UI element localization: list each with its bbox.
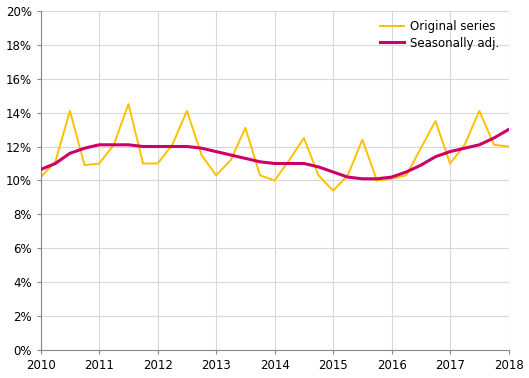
Seasonally adj. — [227, 153, 234, 157]
Seasonally adj. — [300, 161, 307, 166]
Line: Seasonally adj.: Seasonally adj. — [41, 130, 508, 179]
Original series — [38, 175, 44, 179]
Seasonally adj. — [418, 163, 424, 167]
Original series — [461, 143, 468, 147]
Seasonally adj. — [286, 161, 293, 166]
Original series — [359, 138, 366, 142]
Original series — [418, 146, 424, 150]
Seasonally adj. — [184, 144, 190, 149]
Original series — [374, 178, 380, 183]
Seasonally adj. — [213, 149, 220, 154]
Original series — [432, 119, 439, 123]
Original series — [505, 144, 512, 149]
Original series — [242, 125, 249, 130]
Original series — [67, 108, 73, 113]
Original series — [476, 108, 482, 113]
Line: Original series: Original series — [41, 104, 508, 191]
Seasonally adj. — [388, 175, 395, 179]
Seasonally adj. — [374, 177, 380, 181]
Original series — [52, 160, 59, 164]
Original series — [96, 161, 103, 166]
Seasonally adj. — [81, 146, 88, 150]
Original series — [271, 178, 278, 183]
Seasonally adj. — [111, 143, 117, 147]
Seasonally adj. — [432, 155, 439, 159]
Original series — [227, 158, 234, 163]
Original series — [344, 173, 351, 178]
Original series — [154, 161, 161, 166]
Seasonally adj. — [461, 146, 468, 150]
Original series — [125, 102, 132, 106]
Original series — [491, 143, 497, 147]
Seasonally adj. — [125, 143, 132, 147]
Seasonally adj. — [271, 161, 278, 166]
Original series — [315, 173, 322, 178]
Seasonally adj. — [257, 160, 263, 164]
Original series — [403, 173, 409, 178]
Original series — [286, 158, 293, 163]
Original series — [81, 163, 88, 167]
Original series — [257, 173, 263, 178]
Seasonally adj. — [359, 177, 366, 181]
Seasonally adj. — [476, 143, 482, 147]
Original series — [213, 173, 220, 178]
Original series — [111, 143, 117, 147]
Seasonally adj. — [169, 144, 176, 149]
Original series — [169, 143, 176, 147]
Seasonally adj. — [38, 167, 44, 172]
Seasonally adj. — [67, 151, 73, 156]
Seasonally adj. — [344, 175, 351, 179]
Seasonally adj. — [198, 146, 205, 150]
Original series — [300, 136, 307, 140]
Original series — [140, 161, 146, 166]
Original series — [184, 108, 190, 113]
Seasonally adj. — [403, 170, 409, 174]
Seasonally adj. — [330, 170, 336, 174]
Seasonally adj. — [140, 144, 146, 149]
Seasonally adj. — [315, 165, 322, 169]
Seasonally adj. — [154, 144, 161, 149]
Seasonally adj. — [491, 136, 497, 140]
Legend: Original series, Seasonally adj.: Original series, Seasonally adj. — [377, 17, 503, 53]
Seasonally adj. — [447, 149, 453, 154]
Seasonally adj. — [242, 156, 249, 161]
Seasonally adj. — [52, 161, 59, 166]
Seasonally adj. — [96, 143, 103, 147]
Original series — [388, 177, 395, 181]
Original series — [330, 188, 336, 193]
Original series — [447, 161, 453, 166]
Seasonally adj. — [505, 127, 512, 132]
Original series — [198, 153, 205, 157]
